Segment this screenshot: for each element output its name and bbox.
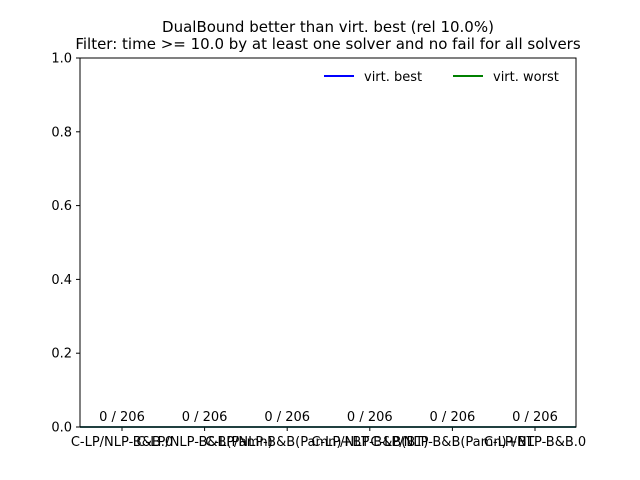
x-axis: C-LP/NLP-B&B.0C-LP/NLP-B&B(Pamn)C-LP/NLP…: [71, 427, 586, 450]
plot-frame: [79, 57, 577, 428]
y-tick-label: 0.2: [51, 347, 72, 362]
x-tick-label: C-LP/NLP-B&B(Pamn): [136, 435, 272, 450]
x-tick-label: C-LP/NLP-B&B.0: [484, 435, 586, 450]
x-tick-label: C-LP/NLP-B&B(BT): [311, 435, 428, 450]
legend-label: virt. worst: [493, 70, 559, 85]
chart-title: DualBound better than virt. best (rel 10…: [162, 18, 494, 36]
y-tick-label: 0.0: [51, 421, 72, 436]
x-tick-label: C-LP/NLP-B&B(Pamn)+BT: [370, 435, 534, 450]
legend: virt. best virt. worst: [324, 70, 559, 85]
y-tick-label: 0.4: [51, 273, 72, 288]
x-tick-label: C-LP/NLP-B&B(Pamn)+BT: [205, 435, 369, 450]
data-label: 0 / 206: [347, 410, 393, 425]
y-axis: 0.0 0.2 0.4 0.6 0.8 1.0: [51, 52, 80, 436]
y-tick-label: 0.6: [51, 199, 72, 214]
data-label: 0 / 206: [430, 410, 476, 425]
y-tick-label: 0.8: [51, 125, 72, 140]
x-tick-label: C-LP/NLP-B&B.0: [71, 435, 173, 450]
y-tick-label: 1.0: [51, 52, 72, 67]
data-label: 0 / 206: [99, 410, 145, 425]
data-label: 0 / 206: [264, 410, 310, 425]
data-label: 0 / 206: [512, 410, 558, 425]
data-labels: 0 / 206 0 / 206 0 / 206 0 / 206 0 / 206 0 / 2…: [99, 410, 558, 425]
legend-label: virt. best: [364, 70, 422, 85]
data-label: 0 / 206: [182, 410, 228, 425]
chart-subtitle: Filter: time >= 10.0 by at least one sol…: [75, 35, 581, 53]
